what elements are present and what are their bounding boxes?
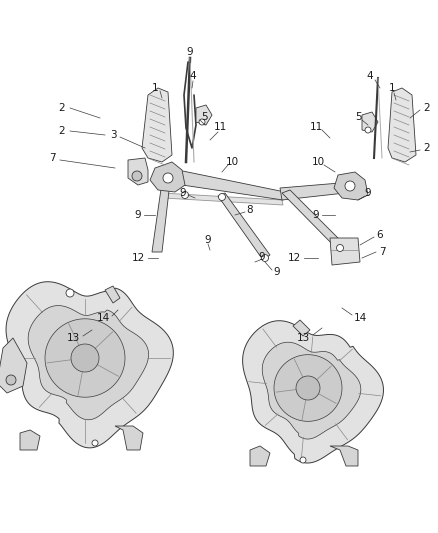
Text: 14: 14: [96, 313, 110, 323]
Polygon shape: [330, 446, 358, 466]
Text: 9: 9: [274, 267, 280, 277]
Polygon shape: [243, 321, 384, 463]
Circle shape: [365, 127, 371, 133]
Circle shape: [163, 173, 173, 183]
Polygon shape: [280, 182, 354, 200]
Text: 11: 11: [213, 122, 226, 132]
Circle shape: [300, 457, 306, 463]
Circle shape: [345, 181, 355, 191]
Circle shape: [219, 193, 226, 200]
Text: 5: 5: [201, 112, 207, 122]
Polygon shape: [105, 286, 120, 303]
Text: 12: 12: [131, 253, 145, 263]
Polygon shape: [293, 320, 310, 336]
Polygon shape: [0, 338, 27, 393]
Circle shape: [92, 440, 98, 446]
Text: 9: 9: [313, 210, 319, 220]
Polygon shape: [262, 342, 361, 439]
Polygon shape: [20, 430, 40, 450]
Polygon shape: [28, 305, 148, 420]
Text: 5: 5: [355, 112, 361, 122]
Text: 9: 9: [135, 210, 141, 220]
Polygon shape: [162, 193, 283, 205]
Polygon shape: [142, 88, 172, 162]
Circle shape: [199, 119, 205, 125]
Text: 10: 10: [311, 157, 325, 167]
Text: 9: 9: [259, 252, 265, 262]
Polygon shape: [128, 158, 148, 185]
Text: 13: 13: [67, 333, 80, 343]
Text: 9: 9: [180, 188, 186, 198]
Circle shape: [181, 191, 188, 198]
Text: 2: 2: [424, 103, 430, 113]
Polygon shape: [330, 238, 360, 265]
Text: 4: 4: [190, 71, 196, 81]
Polygon shape: [152, 182, 170, 252]
Circle shape: [6, 375, 16, 385]
Text: 3: 3: [110, 130, 117, 140]
Text: 8: 8: [247, 205, 253, 215]
Polygon shape: [362, 112, 378, 132]
Circle shape: [66, 289, 74, 297]
Polygon shape: [274, 354, 342, 421]
Polygon shape: [218, 193, 270, 260]
Text: 11: 11: [309, 122, 323, 132]
Polygon shape: [250, 446, 270, 466]
Polygon shape: [71, 344, 99, 372]
Polygon shape: [296, 376, 320, 400]
Polygon shape: [115, 426, 143, 450]
Text: 1: 1: [389, 83, 396, 93]
Polygon shape: [196, 105, 212, 125]
Text: 4: 4: [367, 71, 373, 81]
Text: 2: 2: [424, 143, 430, 153]
Text: 12: 12: [287, 253, 300, 263]
Text: 1: 1: [152, 83, 158, 93]
Polygon shape: [388, 88, 416, 162]
Polygon shape: [162, 168, 285, 200]
Text: 13: 13: [297, 333, 310, 343]
Text: 9: 9: [187, 47, 193, 57]
Text: 9: 9: [365, 188, 371, 198]
Text: 2: 2: [59, 103, 65, 113]
Polygon shape: [6, 282, 173, 448]
Text: 7: 7: [379, 247, 385, 257]
Polygon shape: [282, 190, 348, 252]
Text: 6: 6: [377, 230, 383, 240]
Polygon shape: [150, 162, 185, 192]
Polygon shape: [45, 319, 125, 397]
Text: 9: 9: [205, 235, 211, 245]
Text: 14: 14: [353, 313, 367, 323]
Text: 2: 2: [59, 126, 65, 136]
Circle shape: [132, 171, 142, 181]
Text: 7: 7: [49, 153, 55, 163]
Text: 10: 10: [226, 157, 239, 167]
Circle shape: [261, 254, 268, 262]
Polygon shape: [334, 172, 368, 200]
Circle shape: [336, 245, 343, 252]
